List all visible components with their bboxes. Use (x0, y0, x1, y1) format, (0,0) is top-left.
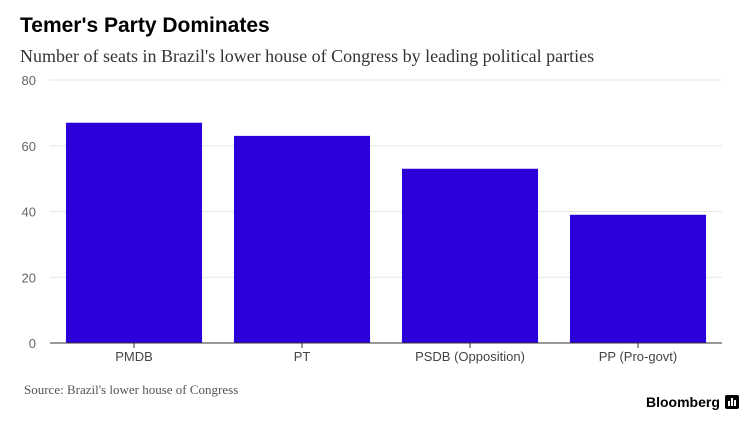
y-tick-label: 20 (22, 270, 36, 285)
x-tick-label: PP (Pro-govt) (599, 349, 678, 364)
brand-name: Bloomberg (646, 394, 720, 410)
bar-chart-icon (724, 395, 739, 409)
chart-subtitle: Number of seats in Brazil's lower house … (20, 46, 595, 66)
bar-pt (233, 135, 371, 343)
x-tick-label: PSDB (Opposition) (415, 349, 525, 364)
x-tick-label: PMDB (115, 349, 153, 364)
y-tick-label: 0 (29, 336, 36, 351)
source-note: Source: Brazil's lower house of Congress (24, 382, 239, 397)
bar-psdb-opposition (401, 168, 539, 343)
y-tick-label: 80 (22, 73, 36, 88)
bar-pp-pro-govt (569, 214, 707, 343)
x-tick-label: PT (294, 349, 311, 364)
brand-logo: Bloomberg (646, 394, 739, 410)
bar-pmdb (65, 122, 203, 343)
y-tick-label: 60 (22, 139, 36, 154)
chart-title: Temer's Party Dominates (20, 14, 270, 37)
y-tick-label: 40 (22, 205, 36, 220)
